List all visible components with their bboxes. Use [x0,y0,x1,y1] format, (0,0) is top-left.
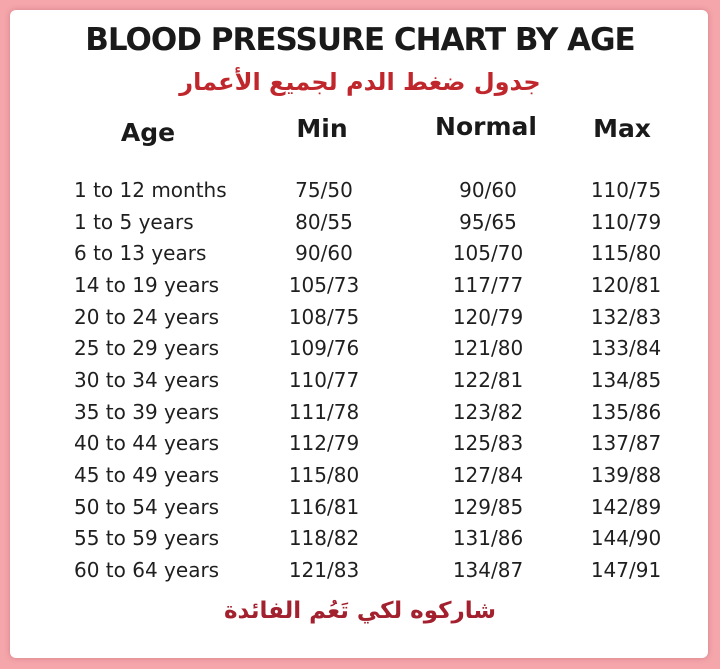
min-value-cell: 109/76 [288,336,360,361]
table-row: 60 to 64 years 121/83 134/87 147/91 [0,554,720,586]
min-value-cell: 116/81 [288,494,360,519]
blood-pressure-table: 1 to 12 months 75/50 90/60 110/75 1 to 5… [0,174,720,586]
max-value-cell: 110/75 [590,177,662,202]
age-range-cell: 35 to 39 years [74,399,220,424]
table-row: 55 to 59 years 118/82 131/86 144/90 [0,523,720,555]
normal-value-cell: 120/79 [452,304,524,329]
age-range-cell: 45 to 49 years [74,463,220,488]
max-value-cell: 110/79 [590,209,662,234]
age-range-cell: 20 to 24 years [74,304,220,329]
normal-value-cell: 95/65 [459,209,517,234]
column-header-normal: Normal [435,112,537,141]
min-value-cell: 108/75 [288,304,360,329]
max-value-cell: 139/88 [590,463,662,488]
max-value-cell: 120/81 [590,272,662,297]
max-value-cell: 147/91 [590,558,662,583]
min-value-cell: 111/78 [288,399,360,424]
max-value-cell: 142/89 [590,494,662,519]
normal-value-cell: 123/82 [452,399,524,424]
max-value-cell: 144/90 [590,526,662,551]
column-header-max: Max [593,114,651,143]
min-value-cell: 112/79 [288,431,360,456]
arabic-footer: شاركوه لكي تَعُم الفائدة [223,598,497,624]
column-header-age: Age [120,118,176,147]
page-title: BLOOD PRESSURE CHART BY AGE [85,22,635,58]
normal-value-cell: 131/86 [452,526,524,551]
age-range-cell: 6 to 13 years [74,241,207,266]
max-value-cell: 134/85 [590,367,662,392]
normal-value-cell: 105/70 [452,241,524,266]
normal-value-cell: 117/77 [452,272,524,297]
age-range-cell: 14 to 19 years [74,272,220,297]
normal-value-cell: 127/84 [452,463,524,488]
table-row: 1 to 5 years 80/55 95/65 110/79 [0,206,720,238]
min-value-cell: 121/83 [288,558,360,583]
max-value-cell: 135/86 [590,399,662,424]
table-row: 25 to 29 years 109/76 121/80 133/84 [0,332,720,364]
normal-value-cell: 122/81 [452,367,524,392]
min-value-cell: 75/50 [295,177,353,202]
table-row: 6 to 13 years 90/60 105/70 115/80 [0,237,720,269]
max-value-cell: 137/87 [590,431,662,456]
age-range-cell: 1 to 5 years [74,209,194,234]
table-row: 1 to 12 months 75/50 90/60 110/75 [0,174,720,206]
normal-value-cell: 129/85 [452,494,524,519]
table-row: 50 to 54 years 116/81 129/85 142/89 [0,491,720,523]
age-range-cell: 50 to 54 years [74,494,220,519]
age-range-cell: 40 to 44 years [74,431,220,456]
normal-value-cell: 90/60 [459,177,517,202]
max-value-cell: 133/84 [590,336,662,361]
min-value-cell: 110/77 [288,367,360,392]
column-header-min: Min [296,114,348,143]
age-range-cell: 60 to 64 years [74,558,220,583]
arabic-subtitle: جدول ضغط الدم لجميع الأعمار [179,68,541,96]
normal-value-cell: 121/80 [452,336,524,361]
normal-value-cell: 125/83 [452,431,524,456]
chart-card [10,10,708,658]
min-value-cell: 90/60 [295,241,353,266]
age-range-cell: 55 to 59 years [74,526,220,551]
max-value-cell: 115/80 [590,241,662,266]
age-range-cell: 30 to 34 years [74,367,220,392]
table-row: 30 to 34 years 110/77 122/81 134/85 [0,364,720,396]
min-value-cell: 80/55 [295,209,353,234]
table-row: 20 to 24 years 108/75 120/79 132/83 [0,301,720,333]
table-row: 45 to 49 years 115/80 127/84 139/88 [0,459,720,491]
age-range-cell: 1 to 12 months [74,177,227,202]
age-range-cell: 25 to 29 years [74,336,220,361]
min-value-cell: 118/82 [288,526,360,551]
table-row: 35 to 39 years 111/78 123/82 135/86 [0,396,720,428]
table-row: 40 to 44 years 112/79 125/83 137/87 [0,428,720,460]
normal-value-cell: 134/87 [452,558,524,583]
min-value-cell: 115/80 [288,463,360,488]
table-row: 14 to 19 years 105/73 117/77 120/81 [0,269,720,301]
max-value-cell: 132/83 [590,304,662,329]
min-value-cell: 105/73 [288,272,360,297]
